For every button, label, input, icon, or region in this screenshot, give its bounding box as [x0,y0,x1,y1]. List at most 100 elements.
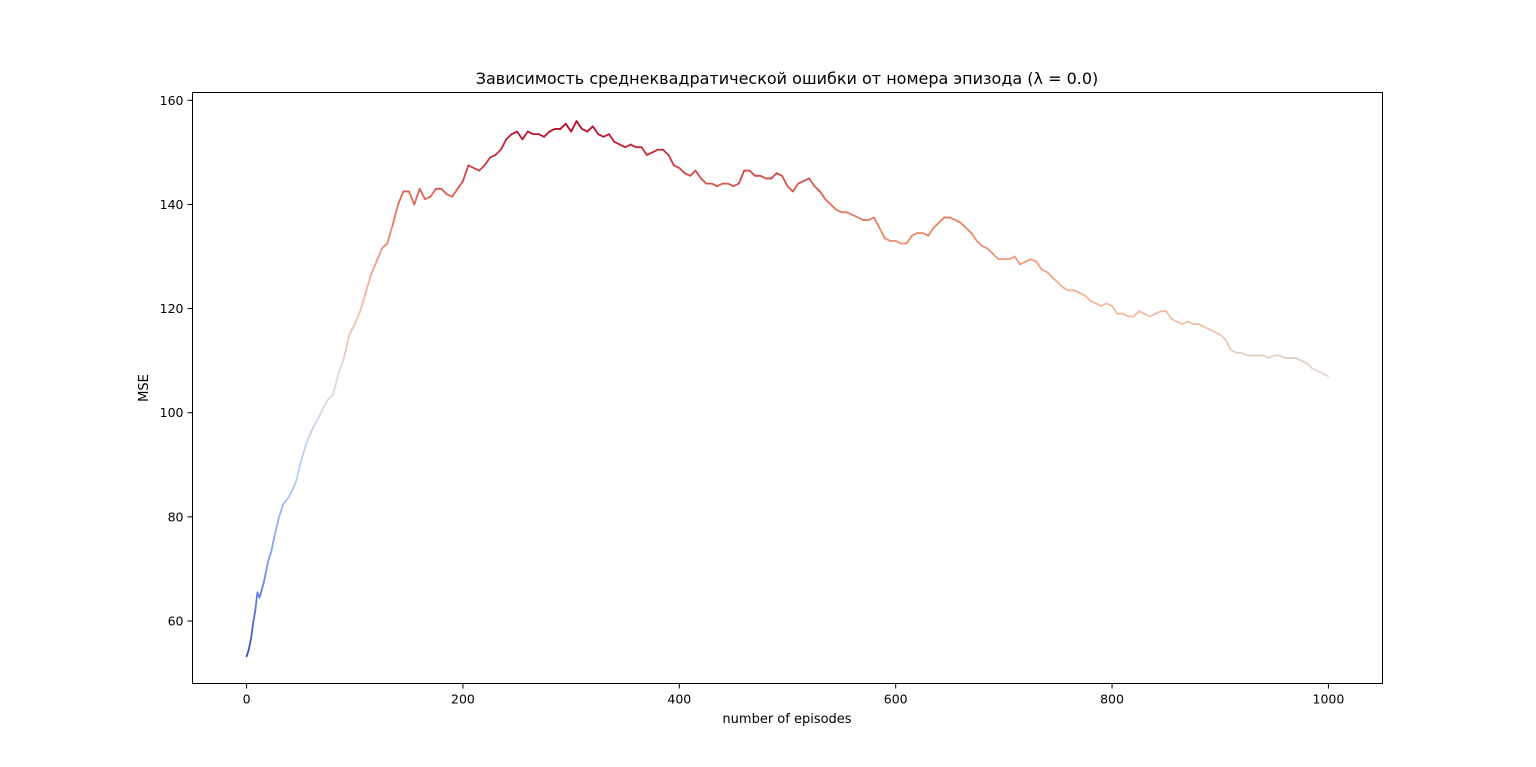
line-segment [927,226,935,237]
line-segment [797,180,805,185]
line-segment [911,232,919,237]
line-segment [1170,318,1178,323]
line-segment [775,172,783,177]
line-segment [489,154,497,159]
line-segment [781,174,789,188]
line-segment [613,141,621,146]
line-segment [1300,359,1308,365]
line-segment [992,253,1000,261]
line-segment [359,292,367,313]
line-segment [305,430,313,445]
x-tick-label: 200 [451,692,475,707]
line-segment [1094,302,1103,307]
line-segment [727,182,735,188]
line-segment [337,357,345,375]
line-segment [559,122,567,130]
line-segment [1208,328,1216,333]
y-tick-label: 160 [160,93,184,108]
line-segment [364,273,372,294]
line-segment [510,130,518,136]
line-segment [808,177,816,188]
line-segment [418,187,426,201]
line-segment [1084,294,1092,302]
x-tick-label: 600 [884,692,908,707]
line-segment [397,190,405,206]
line-segment [965,226,973,234]
line-segment [262,570,267,583]
line-segment [467,164,475,169]
line-segment [499,138,508,151]
line-segment [1240,351,1249,357]
line-segment [792,182,800,193]
line-segment [321,398,329,412]
line-segment [1143,312,1151,318]
line-segment [1316,370,1324,375]
line-segment [829,203,838,211]
line-segment [478,164,486,172]
line-segment [1078,292,1086,297]
line-segment [948,216,957,221]
x-tick-label: 800 [1100,692,1124,707]
line-segment [451,187,459,198]
line-segment [424,195,432,201]
line-segment [954,219,962,224]
plot-area [245,120,1330,658]
line-segment [608,133,616,143]
line-segment [689,169,697,177]
line-segment [332,372,340,396]
line-segment [564,122,573,133]
line-segment [959,221,967,229]
line-segment [380,242,389,250]
line-segment [1219,333,1227,341]
line-segment [824,198,832,206]
line-segment [521,130,529,141]
line-segment [386,224,394,245]
line-segment [1008,255,1016,261]
line-segment [250,622,254,641]
line-segment [1149,312,1157,318]
line-segment [1138,310,1146,315]
line-segment [710,182,719,188]
line-segment [975,239,984,248]
line-segment [245,648,250,658]
line-segment [813,185,821,193]
line-segment [662,148,670,156]
line-segment [1040,268,1049,274]
line-segment [343,333,351,359]
line-segment [348,323,356,336]
line-segment [370,260,378,276]
line-segment [1089,299,1097,305]
y-tick-label: 100 [160,405,184,420]
line-segment [505,133,513,141]
line-segment [1311,367,1319,372]
line-segment [1181,320,1189,326]
line-segment [921,232,930,237]
line-segment [673,164,681,169]
line-segment [1013,255,1021,266]
line-segment [759,174,767,180]
y-axis-label: MSE [137,374,152,402]
line-segment [938,216,946,224]
line-segment [1176,320,1184,326]
x-tick-label: 1000 [1313,692,1345,707]
line-segment [1051,276,1059,284]
line-segment [1111,305,1119,315]
line-segment [586,125,594,133]
line-segment [494,148,502,156]
x-axis-label: number of episodes [722,712,851,727]
line-segment [581,128,589,133]
line-segment [247,638,252,651]
line-segment [1197,323,1205,328]
line-segment [316,409,324,422]
line-segment [445,193,454,198]
line-segment [1278,354,1287,359]
line-segment [667,154,675,167]
line-segment [265,560,270,573]
line-segment [694,169,702,180]
line-segment [483,156,491,167]
line-segment [1165,310,1173,320]
line-segment [883,237,892,242]
y-tick-label: 140 [160,197,184,212]
line-segment [878,226,886,240]
line-segment [591,125,600,136]
